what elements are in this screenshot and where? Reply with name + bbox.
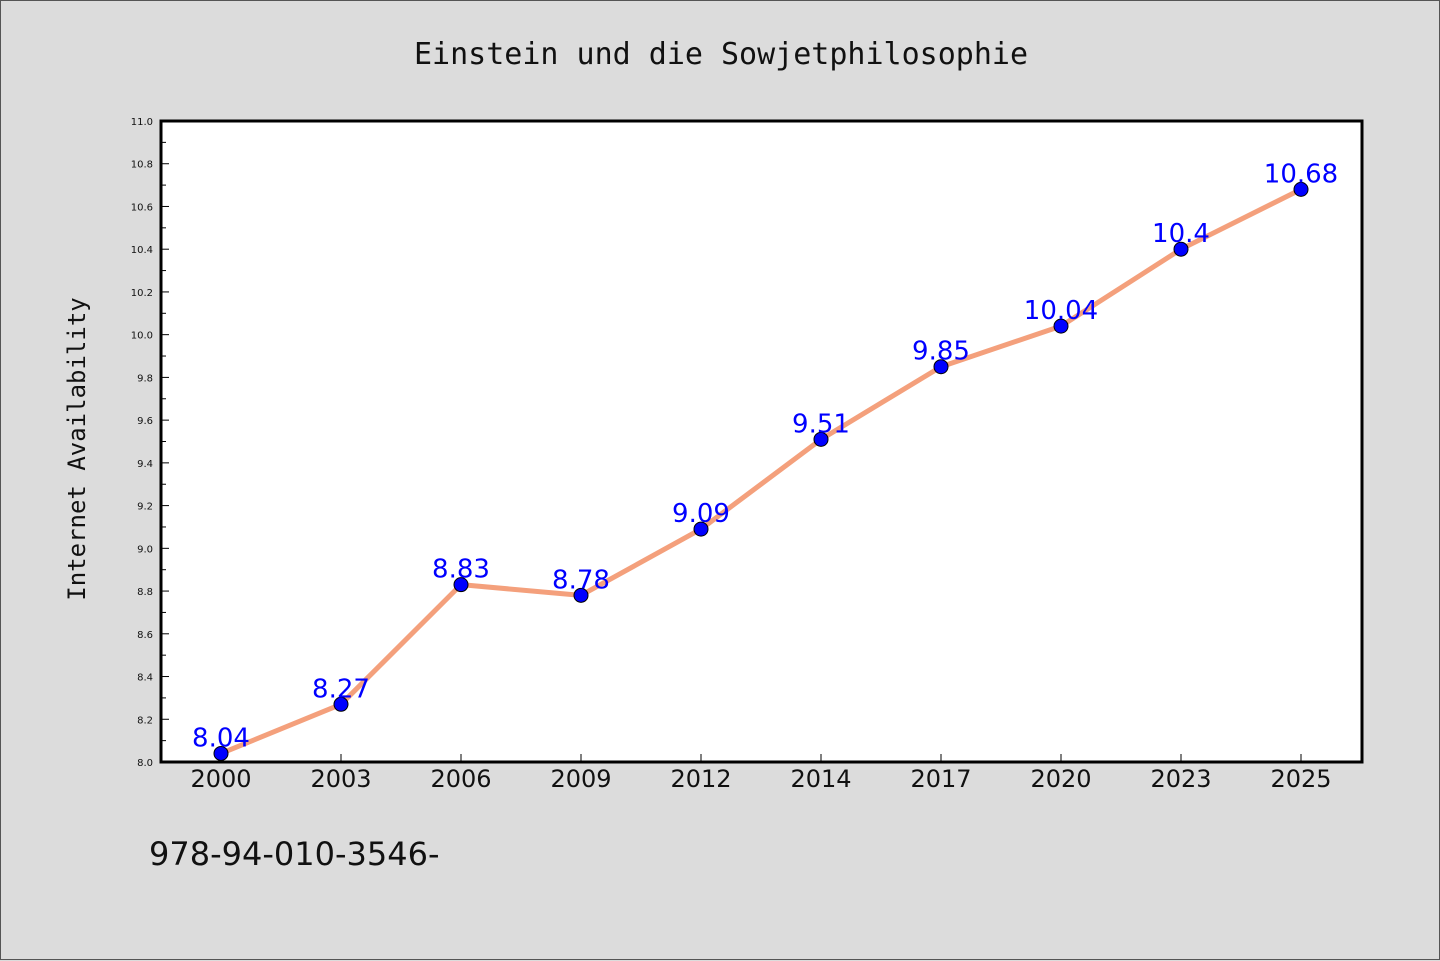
x-tick-label: 2017 bbox=[910, 765, 971, 793]
y-tick-label: 10.8 bbox=[131, 160, 153, 171]
y-tick-label: 8.0 bbox=[137, 758, 153, 769]
y-axis-ticks: 8.0 8.2 8.4 8.6 8.8 9.0 9.2 9.4 9.6 9.8 10.0 10.2 10… bbox=[131, 117, 169, 769]
x-tick-label: 2023 bbox=[1150, 765, 1211, 793]
x-axis-ticks: 2000 2003 2006 2009 2012 2014 2017 2020 2023 2025 bbox=[190, 754, 1332, 793]
x-tick-label: 2009 bbox=[550, 765, 611, 793]
data-label: 10.04 bbox=[1024, 296, 1098, 326]
data-label: 8.04 bbox=[192, 723, 250, 753]
plot-border bbox=[159, 119, 1364, 764]
x-tick-label: 2006 bbox=[430, 765, 491, 793]
y-tick-label: 8.8 bbox=[137, 587, 153, 598]
data-label: 9.09 bbox=[672, 499, 730, 529]
data-label: 8.27 bbox=[312, 674, 370, 704]
y-tick-label: 8.6 bbox=[137, 630, 153, 641]
y-tick-label: 11.0 bbox=[131, 117, 153, 128]
y-tick-label: 8.4 bbox=[137, 673, 153, 684]
plot-area bbox=[161, 121, 1362, 762]
data-point bbox=[333, 696, 349, 712]
data-point bbox=[933, 359, 949, 375]
y-tick-label: 10.2 bbox=[131, 288, 153, 299]
x-tick-label: 2012 bbox=[670, 765, 731, 793]
data-point bbox=[1173, 241, 1189, 257]
x-tick-label: 2000 bbox=[190, 765, 251, 793]
y-tick-label: 10.0 bbox=[131, 331, 153, 342]
y-axis-label: Internet Availability bbox=[63, 297, 91, 600]
chart-title: Einstein und die Sowjetphilosophie bbox=[414, 37, 1028, 72]
y-tick-label: 9.6 bbox=[137, 416, 153, 427]
y-tick-label: 10.4 bbox=[131, 245, 153, 256]
series-layer: 8.04 8.27 8.83 8.78 9.09 9.51 9.85 10.04 10.4 10.… bbox=[192, 159, 1338, 761]
data-point bbox=[813, 431, 829, 447]
data-label: 10.68 bbox=[1264, 159, 1338, 189]
x-tick-label: 2025 bbox=[1270, 765, 1331, 793]
data-point bbox=[693, 521, 709, 537]
y-tick-label: 9.4 bbox=[137, 459, 153, 470]
data-label: 8.83 bbox=[432, 555, 490, 585]
x-tick-label: 2003 bbox=[310, 765, 371, 793]
data-label: 8.78 bbox=[552, 565, 610, 595]
y-tick-label: 8.2 bbox=[137, 715, 153, 726]
y-tick-label: 9.8 bbox=[137, 373, 153, 384]
data-point bbox=[213, 745, 229, 761]
x-tick-label: 2020 bbox=[1030, 765, 1091, 793]
x-tick-label: 2014 bbox=[790, 765, 851, 793]
y-tick-label: 9.2 bbox=[137, 502, 153, 513]
series-line bbox=[218, 186, 1304, 756]
y-tick-label: 10.6 bbox=[131, 202, 153, 213]
data-label: 10.4 bbox=[1152, 219, 1210, 249]
data-point bbox=[573, 587, 589, 603]
data-point bbox=[1293, 181, 1309, 197]
data-label: 9.85 bbox=[912, 337, 970, 367]
data-point bbox=[453, 577, 469, 593]
data-label: 9.51 bbox=[792, 409, 850, 439]
data-point bbox=[1053, 318, 1069, 334]
y-tick-label: 9.0 bbox=[137, 544, 153, 555]
footer-isbn: 978-94-010-3546- bbox=[149, 835, 440, 873]
